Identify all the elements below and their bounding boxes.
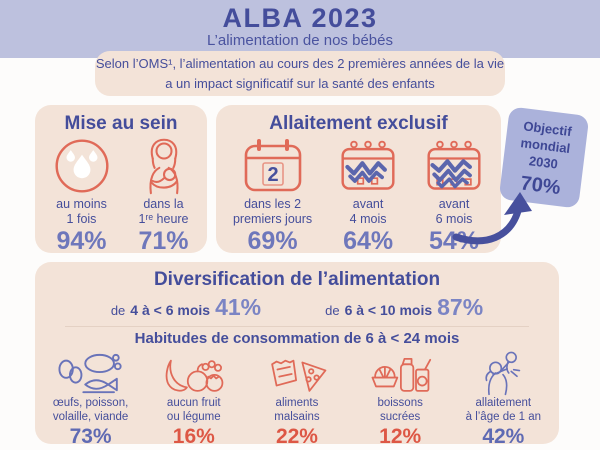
stat-value: 64%: [343, 226, 394, 255]
stat-label: au moins 1 fois: [56, 197, 107, 227]
header: ALBA 2023 L’alimentation de nos bébés: [0, 0, 600, 58]
section-diversification: Diversification de l’alimentation de 4 à…: [35, 262, 559, 447]
calendar-checks-icon: [338, 135, 398, 197]
stat-first-2-days: 2 dans les 2 premiers jours 69%: [233, 135, 312, 254]
intro-banner-line2: a un impact significatif sur la santé de…: [165, 75, 435, 91]
mise-au-sein-title: Mise au sein: [64, 113, 178, 134]
breastfeeding-icon: [137, 135, 191, 197]
page-title: ALBA 2023: [222, 3, 378, 33]
habit-label: aliments malsains: [274, 397, 320, 424]
stat-first-hour: dans la 1ʳᵉ heure 71%: [137, 135, 191, 254]
habit-no-fruit-vegetable: aucun fruit ou légume 16%: [143, 350, 245, 447]
stat-value: 94%: [56, 226, 107, 255]
fruits-vegetables-icon: [162, 350, 226, 396]
allaitement-stats: 2 dans les 2 premiers jours 69%: [216, 135, 501, 254]
stat-value: 41%: [215, 294, 262, 320]
habit-junk-food: aliments malsains 22%: [246, 350, 348, 447]
mise-au-sein-stats: au moins 1 fois 94%: [35, 135, 207, 254]
section-mise-au-sein: Mise au sein au moins 1 fois 94%: [35, 105, 207, 253]
page-subtitle: L’alimentation de nos bébés: [207, 32, 393, 49]
allaitement-title: Allaitement exclusif: [269, 113, 448, 134]
habit-sugary-drinks: boissons sucrées 12%: [349, 350, 451, 447]
stat-value: 69%: [247, 226, 298, 255]
stat-4-6-months: de 4 à < 6 mois 41%: [110, 294, 262, 320]
habit-value: 12%: [379, 425, 422, 449]
stat-label: avant 6 mois: [435, 197, 473, 227]
curved-arrow-icon: [448, 189, 552, 247]
stat-before-4-months: avant 4 mois 64%: [338, 135, 398, 254]
divider: [65, 326, 529, 327]
water-drops-icon: [52, 135, 112, 197]
habits-title: Habitudes de consommation de 6 à < 24 mo…: [134, 330, 460, 347]
intro-banner: Selon l’OMS¹, l’alimentation au cours de…: [95, 51, 505, 96]
stat-value: 71%: [138, 226, 189, 255]
stat-label: dans la 1ʳᵉ heure: [138, 197, 189, 227]
sugary-drinks-icon: [368, 350, 432, 396]
breastfeeding-one-year-icon: [480, 350, 526, 396]
habit-value: 22%: [275, 425, 318, 449]
stat-value: 87%: [437, 294, 484, 320]
stat-6-10-months: de 6 à < 10 mois 87%: [325, 294, 484, 320]
habit-breastfeeding-1-year: allaitement à l’âge de 1 an 42%: [452, 350, 554, 447]
stat-before-6-months: avant 6 mois 54%: [424, 135, 484, 254]
habit-value: 73%: [69, 425, 112, 449]
habit-label: boissons sucrées: [377, 397, 423, 424]
habit-label: aucun fruit ou légume: [166, 397, 221, 424]
section-allaitement-exclusif: Allaitement exclusif 2 dans les 2 premie…: [216, 105, 501, 253]
intro-banner-line1: Selon l’OMS¹, l’alimentation au cours de…: [95, 56, 505, 71]
stat-label: dans les 2 premiers jours: [232, 197, 313, 227]
calendar-checks-icon: [424, 135, 484, 197]
diversification-stats: de 4 à < 6 mois 41% de 6 à < 10 mois 87%: [35, 294, 559, 321]
calendar-2-days-icon: 2: [241, 135, 305, 197]
habit-meat-fish-eggs: œufs, poisson, volaille, viande 73%: [40, 350, 142, 447]
habit-label: allaitement à l’âge de 1 an: [465, 397, 542, 424]
habit-value: 16%: [172, 425, 215, 449]
habit-value: 42%: [482, 425, 525, 449]
calendar-number: 2: [267, 164, 278, 186]
stat-label: avant 4 mois: [349, 197, 387, 227]
habits-row: œufs, poisson, volaille, viande 73%: [35, 350, 559, 447]
habit-label: œufs, poisson, volaille, viande: [52, 397, 129, 424]
diversification-title: Diversification de l’alimentation: [153, 269, 441, 290]
meat-fish-eggs-icon: [56, 350, 126, 396]
stat-breastfed-once: au moins 1 fois 94%: [52, 135, 112, 254]
junk-food-icon: [265, 350, 329, 396]
